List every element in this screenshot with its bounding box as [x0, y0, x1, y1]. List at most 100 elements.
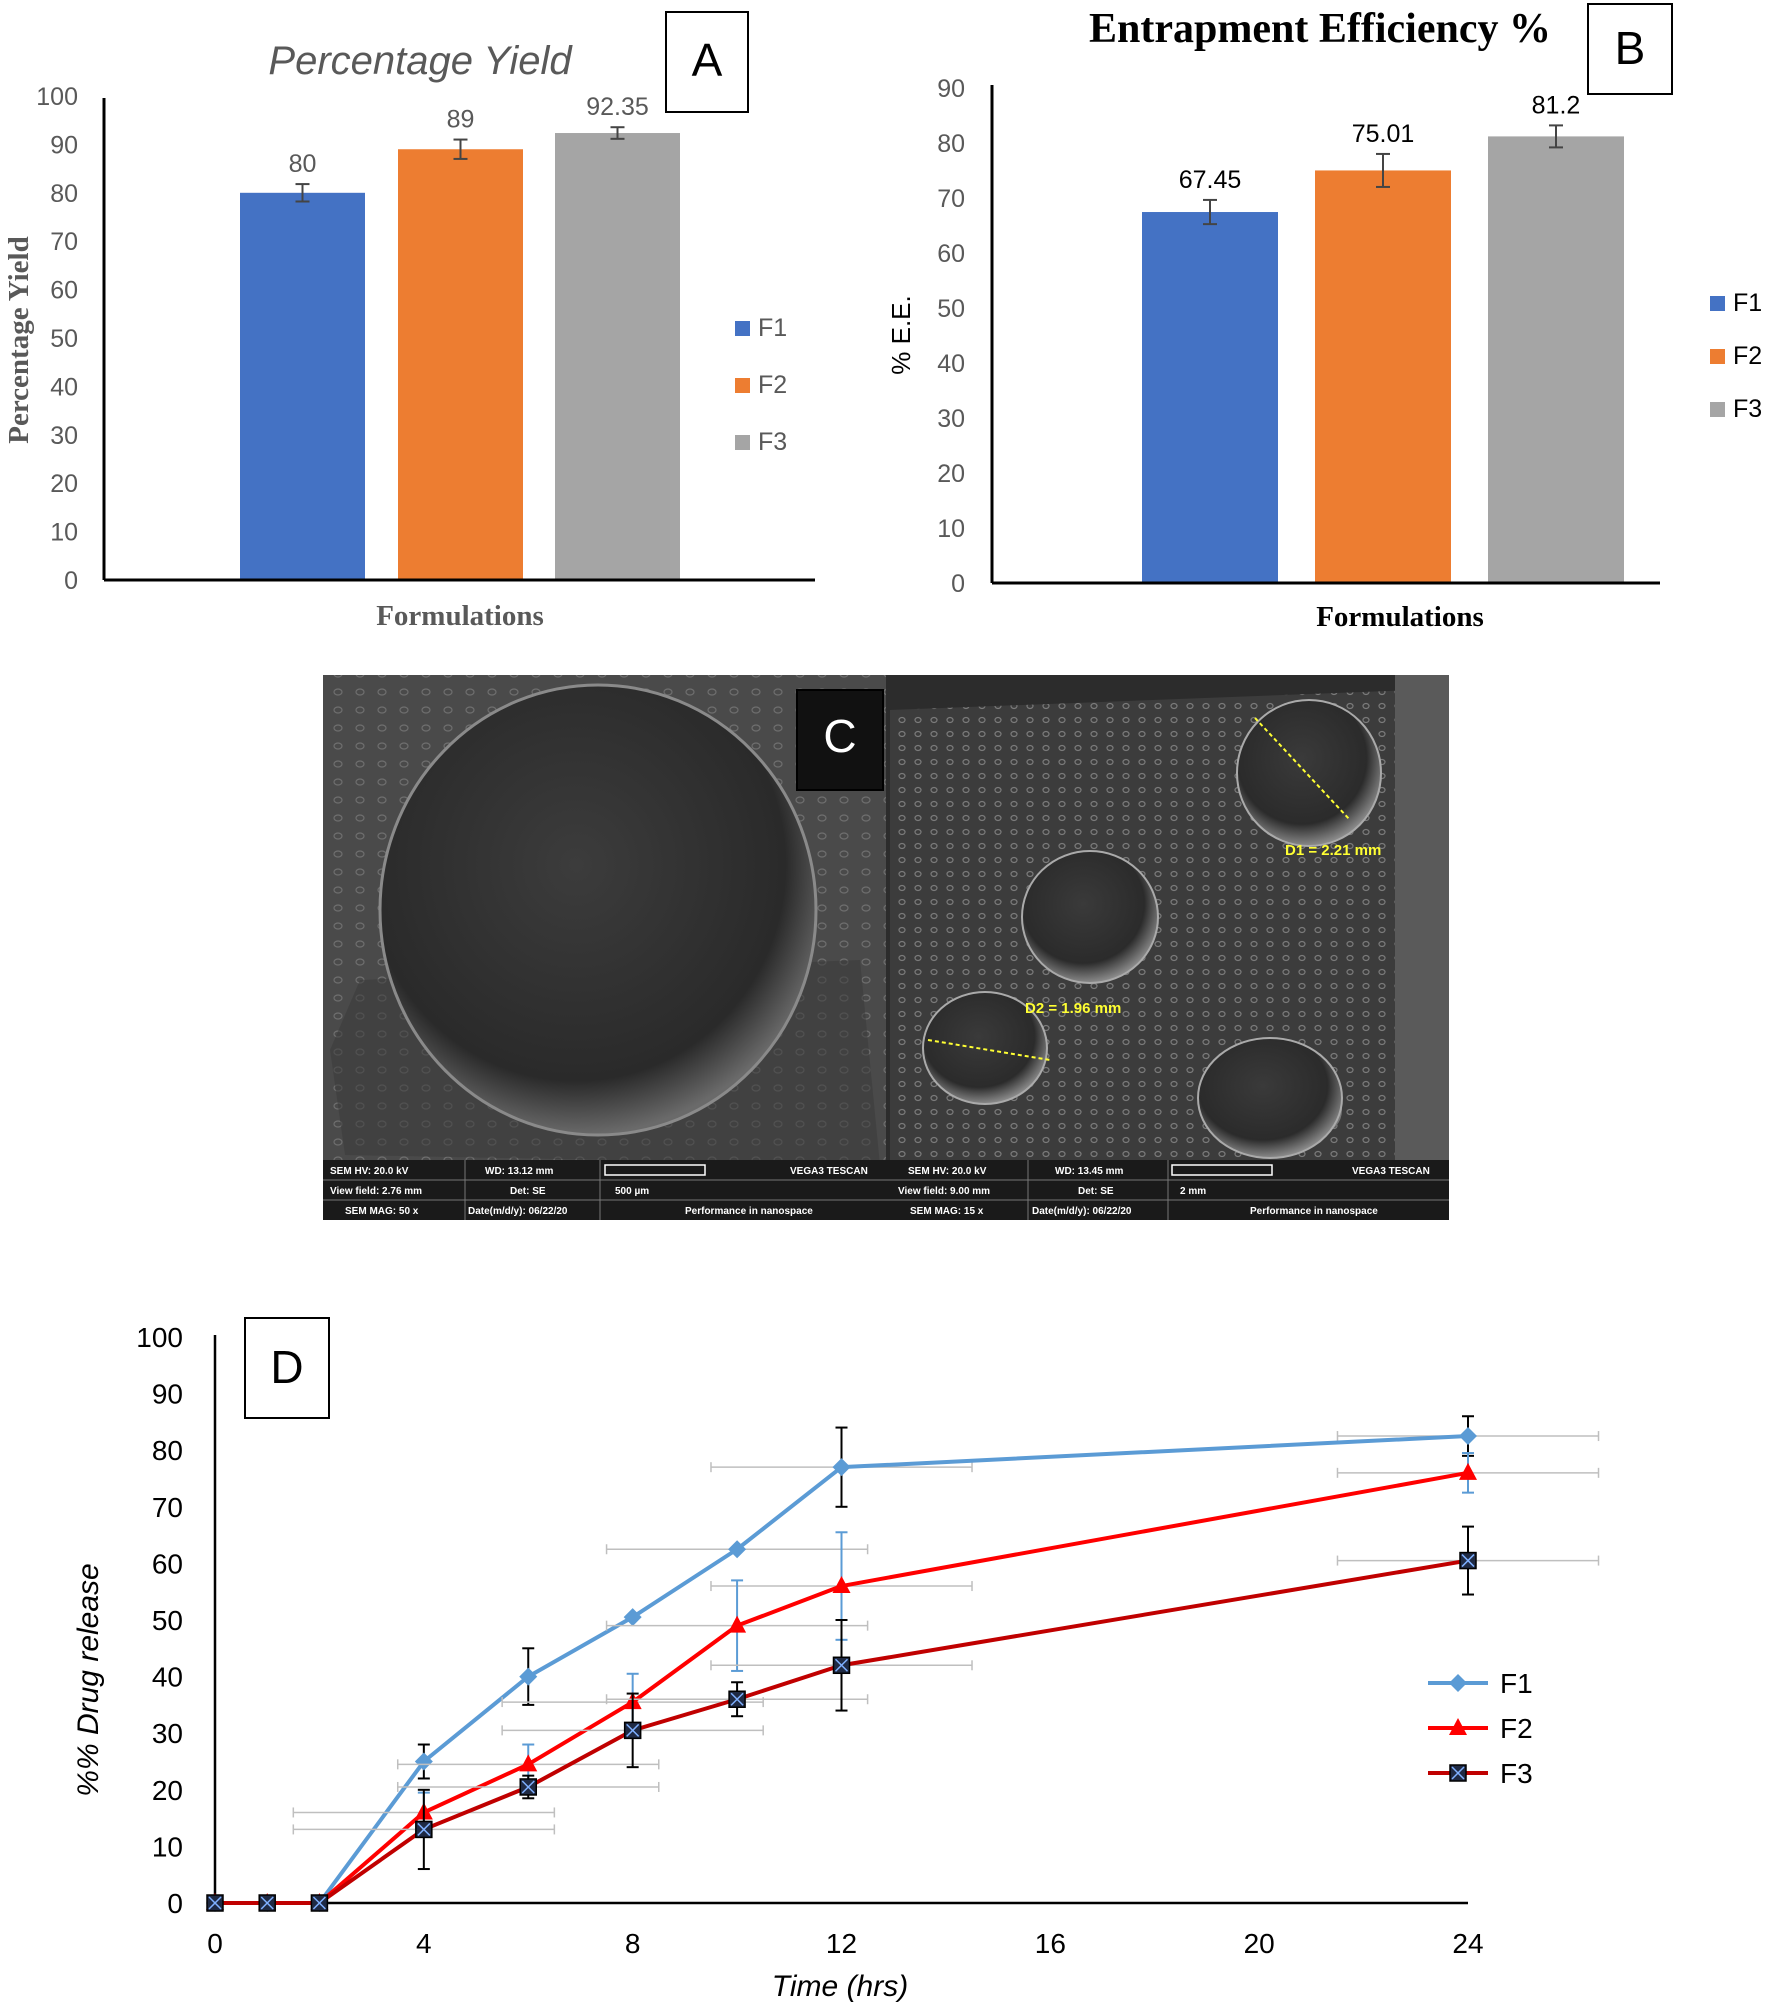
b-legend-label: F2 [1733, 342, 1762, 370]
a-bar-f1 [240, 192, 365, 581]
a-y-tick: 50 [50, 325, 78, 353]
sem-left-wd: WD: 13.12 mm [485, 1166, 553, 1177]
panel-a-y-ticks: 0 10 20 30 40 50 60 70 80 90 100 [36, 83, 78, 595]
a-legend-label: F2 [758, 371, 787, 399]
d-point-f1 [728, 1540, 747, 1559]
d-legend-marker [1449, 1718, 1467, 1735]
d-y-tick: 30 [152, 1718, 183, 1749]
panel-b-chart: Entrapment Efficiency % B 0 10 20 30 40 50 60 7… [886, 3, 1762, 633]
d-marker-cross [626, 1723, 640, 1737]
b-y-tick: 90 [937, 75, 965, 103]
a-data-label: 89 [447, 106, 475, 134]
d-marker-cross [834, 1658, 849, 1672]
sem-right-scale: 2 mm [1180, 1186, 1206, 1197]
panel-b-letter: B [1615, 22, 1646, 74]
sem-left-brand: VEGA3 TESCAN [790, 1166, 868, 1177]
d-legend-label: F1 [1500, 1668, 1533, 1699]
d-point-f2 [1459, 1462, 1477, 1480]
a-y-tick: 10 [50, 519, 78, 547]
a-bar-f2 [398, 149, 523, 581]
b-legend-swatch [1710, 349, 1725, 364]
b-data-label: 75.01 [1352, 120, 1415, 148]
d-marker-cross [260, 1896, 274, 1910]
panel-b-x-label: Formulations [1316, 601, 1484, 633]
b-y-tick: 40 [937, 350, 965, 378]
d-marker-cross [1461, 1554, 1475, 1568]
b-bar-f1 [1142, 212, 1278, 583]
b-bar-f3 [1488, 136, 1624, 583]
d-x-tick: 20 [1244, 1928, 1275, 1959]
d-y-tick: 40 [152, 1662, 183, 1693]
d-point-f3 [519, 1778, 537, 1796]
d-point-f1 [1459, 1427, 1477, 1446]
panel-a-bars: 80 89 92.35 [240, 93, 680, 581]
panel-d-letter-box [244, 1317, 330, 1419]
d-legend-label: F2 [1500, 1713, 1533, 1744]
d-legend-label: F3 [1500, 1758, 1533, 1789]
d-y-tick: 0 [167, 1888, 183, 1919]
sem-right-mag: SEM MAG: 15 x [910, 1206, 984, 1217]
d-y-tick: 70 [152, 1492, 183, 1523]
sem-bead-d2 [922, 991, 1048, 1105]
d-y-tick: 80 [152, 1435, 183, 1466]
panel-d-x-ticks: 0 4 8 12 16 20 24 [207, 1928, 1483, 1959]
d-legend-marker [1449, 1674, 1467, 1692]
sem-image-left: SEM HV: 20.0 kV WD: 13.12 mm VEGA3 TESCA… [323, 675, 886, 1220]
sem-bead-large [378, 683, 818, 1137]
d-point-f3 [258, 1894, 276, 1912]
b-y-tick: 10 [937, 515, 965, 543]
panel-b-y-ticks: 0 10 20 30 40 50 60 70 80 90 [937, 75, 965, 598]
d-point-f2 [519, 1754, 538, 1772]
sem-right-tagline: Performance in nanospace [1250, 1206, 1378, 1217]
d-point-f3 [1459, 1551, 1477, 1570]
d-marker-cross [1451, 1766, 1465, 1780]
d-marker-cross [208, 1896, 222, 1910]
b-y-tick: 80 [937, 130, 965, 158]
d-x-tick: 16 [1035, 1928, 1066, 1959]
a-y-tick: 0 [64, 567, 78, 595]
d-point-f2 [832, 1576, 851, 1594]
panel-a-y-label: Percentage Yield [3, 236, 35, 444]
sem-left-view-field: View field: 2.76 mm [330, 1186, 422, 1197]
d-y-tick: 10 [152, 1831, 183, 1862]
d-x-tick: 12 [826, 1928, 857, 1959]
b-y-tick: 50 [937, 295, 965, 323]
panel-d-x-label: Time (hrs) [772, 1970, 908, 2003]
panel-a-letter: A [692, 34, 723, 86]
d-x-tick: 0 [207, 1928, 223, 1959]
a-y-tick: 80 [50, 180, 78, 208]
d-y-tick: 90 [152, 1379, 183, 1410]
sem-right-det: Det: SE [1078, 1186, 1114, 1197]
a-y-tick: 30 [50, 422, 78, 450]
panel-c-letter: C [823, 710, 856, 762]
d-x-tick: 8 [625, 1928, 641, 1959]
sem-right-wd: WD: 13.45 mm [1055, 1166, 1123, 1177]
panel-a-letter-box [665, 11, 749, 113]
d-y-tick: 50 [152, 1605, 183, 1636]
b-data-label: 67.45 [1179, 166, 1242, 194]
a-legend-swatch [735, 378, 750, 393]
panel-d-legend: F1 F2 F3 [1428, 1668, 1533, 1789]
d-point-f1 [519, 1667, 538, 1686]
d-x-tick: 24 [1452, 1928, 1483, 1959]
d-y-tick: 20 [152, 1775, 183, 1806]
sem-right-hv: SEM HV: 20.0 kV [908, 1166, 987, 1177]
sem-left-date: Date(m/d/y): 06/22/20 [468, 1206, 568, 1217]
panel-c-letter-box [796, 689, 884, 791]
a-y-tick: 70 [50, 228, 78, 256]
a-legend-swatch [735, 321, 750, 336]
sem-left-tagline: Performance in nanospace [685, 1206, 813, 1217]
b-data-label: 81.2 [1532, 91, 1581, 119]
b-legend-label: F1 [1733, 289, 1762, 317]
panel-a-x-label: Formulations [376, 600, 544, 632]
d-x-tick: 4 [416, 1928, 432, 1959]
d-point-f3 [832, 1656, 851, 1675]
panel-d-letter: D [270, 1341, 303, 1393]
d-point-f2 [728, 1615, 747, 1633]
d-series-f3 [206, 1525, 1600, 1912]
b-y-tick: 30 [937, 405, 965, 433]
d-y-tick: 100 [136, 1322, 183, 1353]
b-legend-swatch [1710, 402, 1725, 417]
b-y-tick: 0 [951, 570, 965, 598]
